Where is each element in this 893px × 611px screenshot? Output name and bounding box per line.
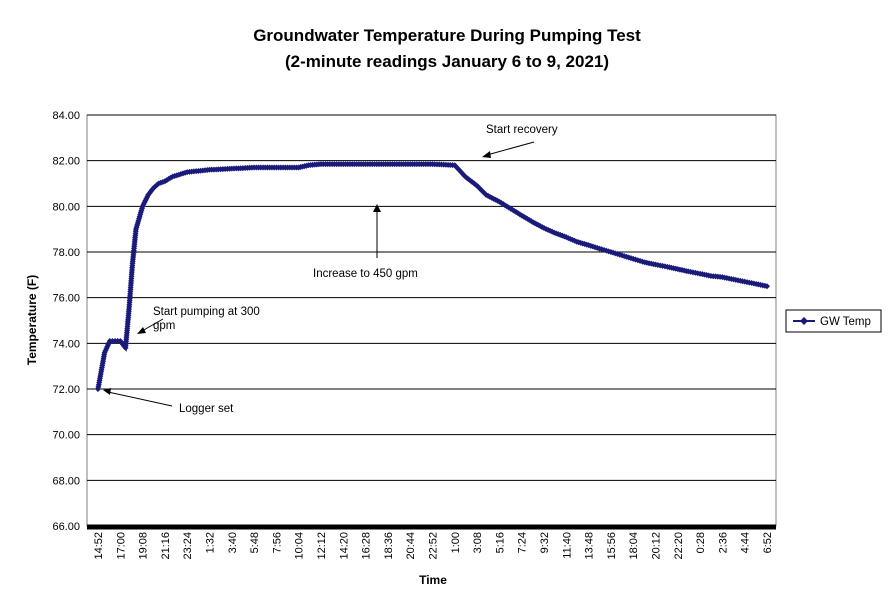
legend-label: GW Temp [820, 316, 871, 328]
x-tick-label: 14:20 [338, 532, 350, 560]
legend-diamond-icon [800, 317, 808, 325]
chart-subtitle: (2-minute readings January 6 to 9, 2021) [285, 52, 609, 71]
gridlines [87, 114, 776, 481]
y-tick-label: 82.00 [52, 156, 80, 168]
arrowhead-icon [482, 151, 491, 158]
annotation-increase-450: Increase to 450 gpm [313, 204, 418, 280]
x-tick-label: 20:12 [651, 532, 663, 560]
x-tick-label: 0:28 [695, 532, 707, 553]
annotation-start-pumping-arrow [141, 318, 164, 332]
x-axis-ticks: 14:52 17:00 19:08 21:16 23:24 1:32 3:40 5:48 7:5… [93, 532, 774, 560]
series-markers [95, 161, 770, 392]
arrowhead-icon [373, 204, 381, 212]
y-tick-label: 70.00 [52, 430, 80, 442]
y-tick-label: 80.00 [52, 201, 80, 213]
y-tick-label: 84.00 [52, 110, 80, 122]
legend-box [785, 309, 882, 333]
y-axis-ticks: 66.00 68.00 70.00 72.00 74.00 76.00 78.00 80.00… [52, 110, 80, 533]
legend: GW Temp [785, 309, 882, 333]
y-tick-label: 72.00 [52, 384, 80, 396]
x-axis-title: Time [419, 573, 447, 587]
x-tick-label: 14:52 [93, 532, 105, 560]
y-tick-label: 68.00 [52, 475, 80, 487]
annotation-start-pumping-line1: Start pumping at 300 [153, 306, 260, 318]
y-tick-label: 76.00 [52, 293, 80, 305]
x-tick-label: 3:08 [472, 532, 484, 553]
x-tick-label: 21:16 [160, 532, 172, 560]
x-tick-label: 1:00 [450, 532, 462, 553]
annotation-start-recovery-arrow [486, 141, 535, 156]
arrowhead-icon [137, 327, 146, 334]
annotation-logger-set-arrow [107, 391, 173, 407]
x-tick-label: 4:44 [740, 532, 752, 553]
x-tick-label: 3:40 [227, 532, 239, 553]
x-tick-label: 1:32 [205, 532, 217, 553]
x-tick-label: 17:00 [115, 532, 127, 560]
x-tick-label: 18:36 [383, 532, 395, 560]
annotation-logger-set: Logger set [103, 388, 234, 415]
y-axis-title: Temperature (F) [25, 275, 39, 365]
x-tick-label: 12:12 [316, 532, 328, 560]
x-tick-label: 22:20 [673, 532, 685, 560]
y-tick-label: 78.00 [52, 247, 80, 259]
x-tick-label: 7:24 [517, 532, 529, 553]
arrowhead-icon [103, 388, 111, 395]
annotation-start-recovery-text: Start recovery [486, 124, 558, 136]
x-tick-label: 5:16 [494, 532, 506, 553]
x-tick-label: 6:52 [762, 532, 774, 553]
x-tick-label: 5:48 [249, 532, 261, 553]
y-tick-label: 66.00 [52, 521, 80, 533]
series-layer [95, 161, 770, 392]
x-tick-label: 16:28 [361, 532, 373, 560]
x-tick-label: 18:04 [628, 532, 640, 560]
x-tick-label: 22:52 [428, 532, 440, 560]
x-tick-label: 7:56 [271, 532, 283, 553]
x-tick-label: 19:08 [138, 532, 150, 560]
data-point-marker [764, 283, 770, 290]
x-tick-label: 15:56 [606, 532, 618, 560]
x-tick-label: 23:24 [182, 532, 194, 560]
x-tick-label: 10:04 [294, 532, 306, 560]
annotation-logger-set-text: Logger set [179, 403, 234, 415]
annotation-increase-450-text: Increase to 450 gpm [313, 268, 418, 280]
annotation-start-pumping: Start pumping at 300 gpm [137, 306, 260, 334]
annotation-start-recovery: Start recovery [482, 124, 558, 158]
annotation-start-pumping-line2: gpm [153, 320, 175, 332]
x-tick-label: 13:48 [584, 532, 596, 560]
x-tick-label: 20:44 [405, 532, 417, 560]
x-tick-label: 11:40 [561, 532, 573, 559]
x-tick-label: 2:36 [717, 532, 729, 553]
plot-area [86, 114, 777, 527]
y-tick-label: 74.00 [52, 338, 80, 350]
x-tick-label: 9:32 [539, 532, 551, 553]
chart-title: Groundwater Temperature During Pumping T… [253, 26, 641, 45]
